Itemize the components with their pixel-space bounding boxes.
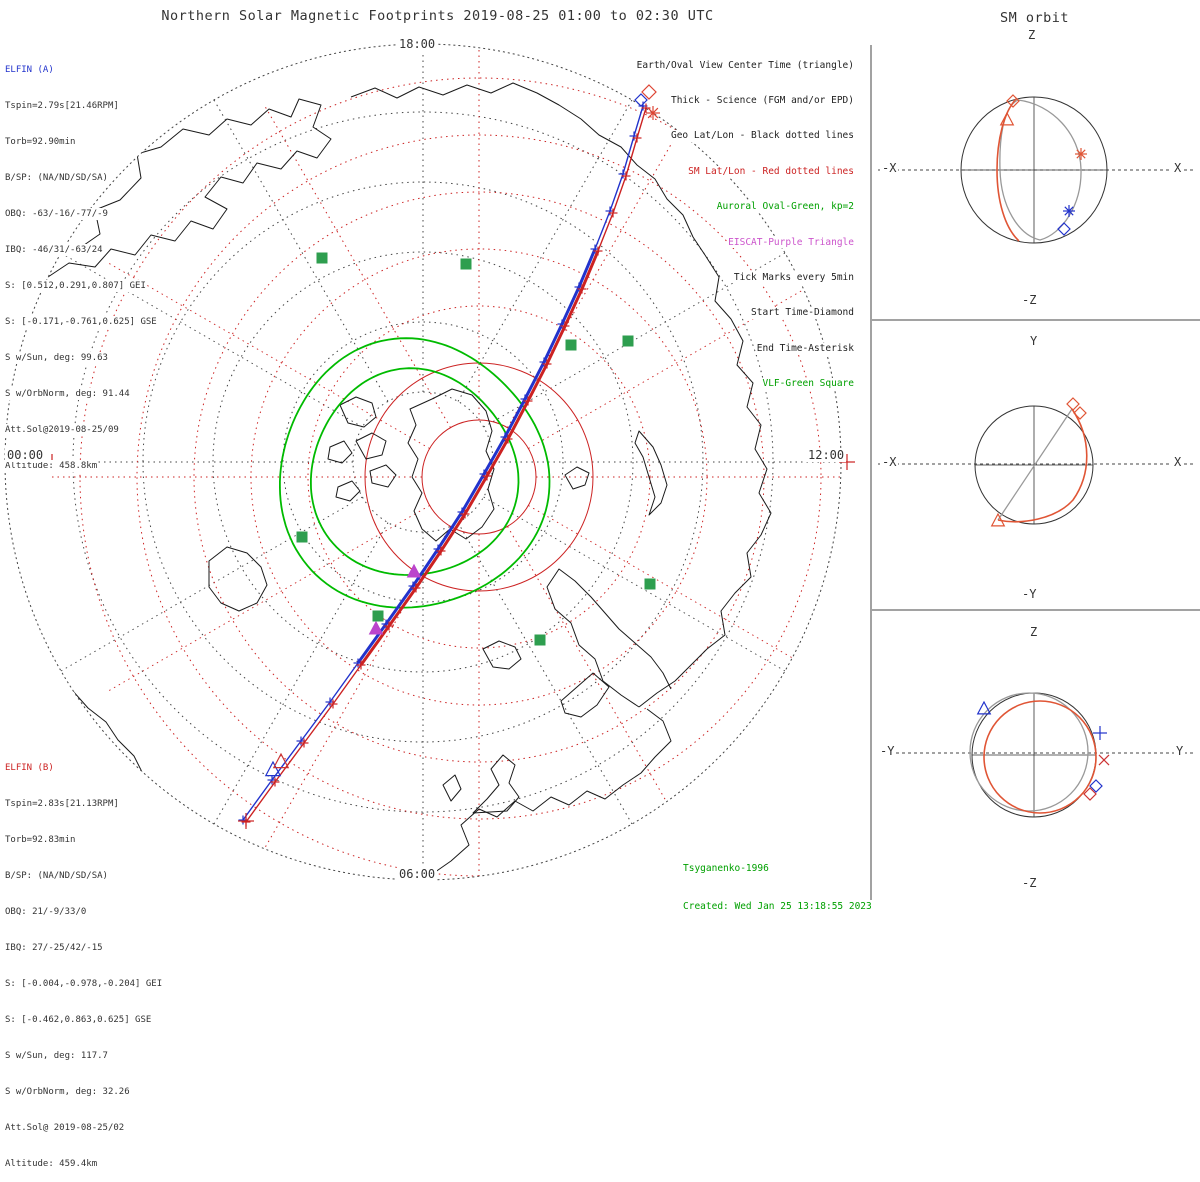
info-line: S: [-0.171,-0.761,0.625] GSE bbox=[4, 316, 158, 328]
elfin-b-info: ELFIN (B) Tspin=2.83s[21.13RPM] Torb=92.… bbox=[4, 738, 164, 1182]
panel2-negx-label: -X bbox=[880, 455, 899, 469]
legend-item: VLF-Green Square bbox=[761, 378, 855, 390]
info-line: S: [0.512,0.291,0.807] GEI bbox=[4, 280, 147, 292]
elfin-a-info: ELFIN (A) Tspin=2.79s[21.46RPM] Torb=92.… bbox=[4, 40, 158, 484]
info-line: B/SP: (NA/ND/SD/SA) bbox=[4, 870, 109, 882]
legend: Earth/Oval View Center Time (triangle) T… bbox=[635, 36, 855, 402]
info-line: IBQ: 27/-25/42/-15 bbox=[4, 942, 104, 954]
legend-item: End Time-Asterisk bbox=[755, 342, 855, 355]
info-line: S w/Sun, deg: 117.7 bbox=[4, 1050, 109, 1062]
panel2-x-label: X bbox=[1172, 455, 1184, 469]
legend-item: Earth/Oval View Center Time (triangle) bbox=[635, 59, 855, 72]
panel2-y-label: Y bbox=[1028, 334, 1040, 348]
info-line: OBQ: 21/-9/33/0 bbox=[4, 906, 88, 918]
info-line: S w/OrbNorm, deg: 32.26 bbox=[4, 1086, 131, 1098]
legend-item: Geo Lat/Lon - Black dotted lines bbox=[669, 130, 855, 143]
info-line: S w/Sun, deg: 99.63 bbox=[4, 352, 109, 364]
panel2-negy-label: -Y bbox=[1020, 587, 1039, 601]
info-line: B/SP: (NA/ND/SD/SA) bbox=[4, 172, 109, 184]
elfin-b-name: ELFIN (B) bbox=[4, 762, 55, 774]
credits: Tsyganenko-1996 Created: Wed Jan 25 13:1… bbox=[683, 838, 872, 926]
sm-orbit-title: SM orbit bbox=[999, 10, 1070, 26]
clock-label-18: 18:00 bbox=[397, 37, 438, 51]
legend-item: Thick - Science (FGM and/or EPD) bbox=[669, 94, 855, 107]
legend-item: SM Lat/Lon - Red dotted lines bbox=[687, 165, 855, 178]
panel3-negz-label: -Z bbox=[1020, 876, 1039, 890]
info-line: Tspin=2.79s[21.46RPM] bbox=[4, 100, 120, 112]
info-line: Torb=92.83min bbox=[4, 834, 77, 846]
page-title: Northern Solar Magnetic Footprints 2019-… bbox=[161, 8, 714, 24]
legend-item: EISCAT-Purple Triangle bbox=[727, 236, 855, 249]
panel1-negz-label: -Z bbox=[1020, 293, 1039, 307]
info-line: OBQ: -63/-16/-77/-9 bbox=[4, 208, 109, 220]
panel3-z-label: Z bbox=[1028, 625, 1040, 639]
legend-item: Tick Marks every 5min bbox=[732, 271, 855, 284]
info-line: Torb=92.90min bbox=[4, 136, 77, 148]
model-credit: Tsyganenko-1996 bbox=[683, 863, 769, 874]
panel1-negx-label: -X bbox=[880, 161, 899, 175]
elfin-a-name: ELFIN (A) bbox=[4, 64, 55, 76]
panel3-y-label: Y bbox=[1174, 744, 1186, 758]
info-line: Att.Sol@ 2019-08-25/02 bbox=[4, 1122, 126, 1134]
info-line: S: [-0.462,0.863,0.625] GSE bbox=[4, 1014, 153, 1026]
legend-item: Auroral Oval-Green, kp=2 bbox=[715, 201, 855, 213]
panel1-z-label: Z bbox=[1026, 28, 1038, 42]
info-line: S w/OrbNorm, deg: 91.44 bbox=[4, 388, 131, 400]
footprint-plot-canvas bbox=[4, 43, 1200, 900]
info-line: Altitude: 458.8km bbox=[4, 460, 99, 472]
clock-label-12: 12:00 bbox=[806, 448, 847, 462]
info-line: IBQ: -46/31/-63/24 bbox=[4, 244, 104, 256]
panel1-x-label: X bbox=[1172, 161, 1184, 175]
info-line: Tspin=2.83s[21.13RPM] bbox=[4, 798, 120, 810]
info-line: Att.Sol@2019-08-25/09 bbox=[4, 424, 120, 436]
clock-label-06: 06:00 bbox=[397, 867, 438, 881]
created-stamp: Created: Wed Jan 25 13:18:55 2023 bbox=[683, 900, 872, 912]
info-line: S: [-0.004,-0.978,-0.204] GEI bbox=[4, 978, 164, 990]
info-line: Altitude: 459.4km bbox=[4, 1158, 99, 1170]
legend-item: Start Time-Diamond bbox=[750, 307, 855, 320]
panel3-negy-label: -Y bbox=[878, 744, 897, 758]
clock-label-00: 00:00 bbox=[5, 448, 46, 462]
